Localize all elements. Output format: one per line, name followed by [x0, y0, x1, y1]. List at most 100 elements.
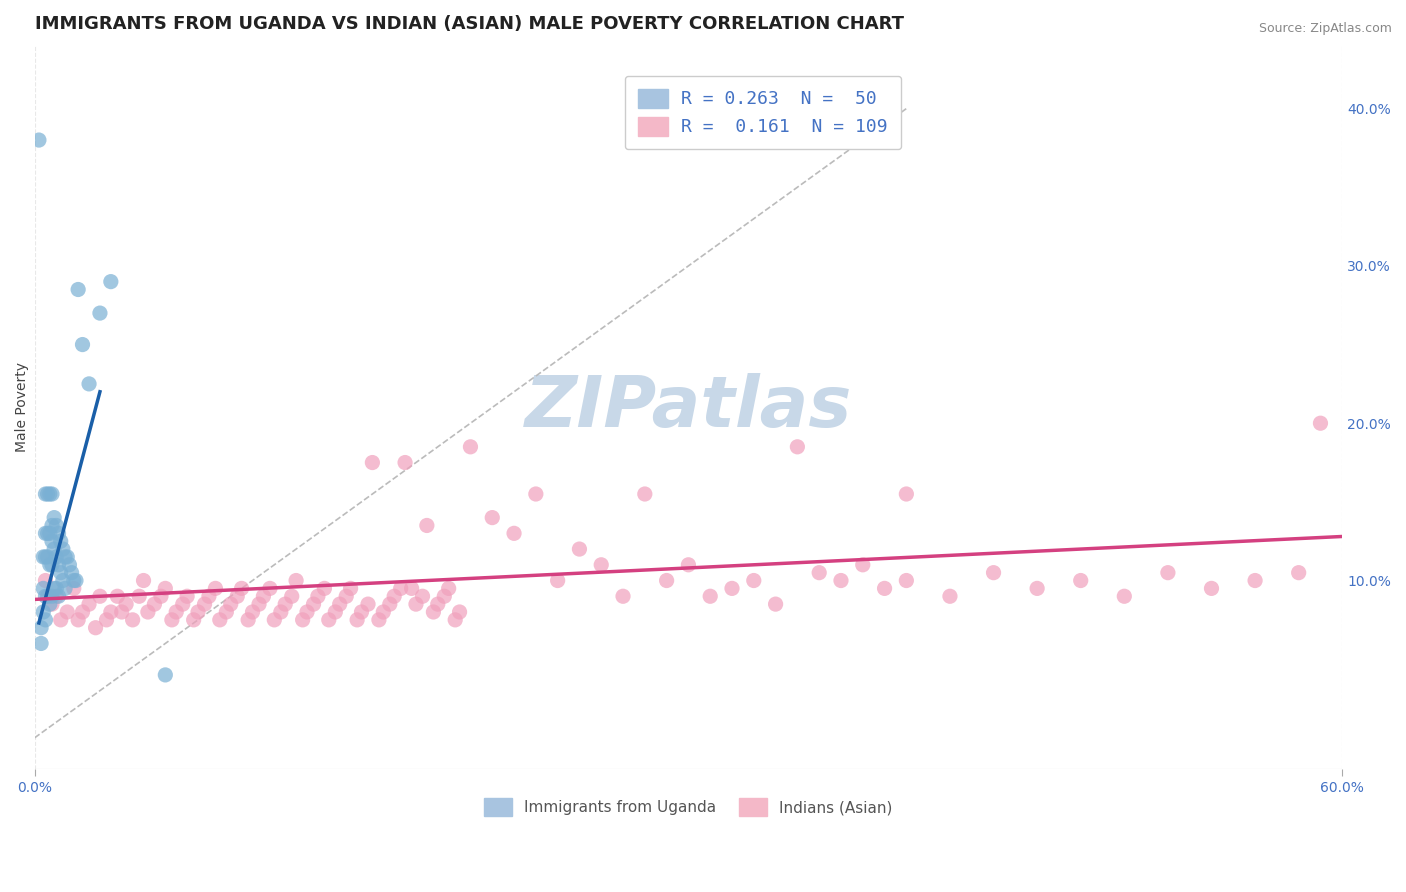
Point	[307, 589, 329, 603]
Point	[808, 566, 831, 580]
Point	[84, 621, 107, 635]
Point	[105, 589, 128, 603]
Point	[1157, 566, 1180, 580]
Point	[1114, 589, 1136, 603]
Point	[394, 456, 416, 470]
Point	[547, 574, 569, 588]
Point	[591, 558, 613, 572]
Point	[34, 526, 56, 541]
Point	[219, 597, 242, 611]
Point	[612, 589, 634, 603]
Point	[100, 275, 122, 289]
Point	[215, 605, 238, 619]
Point	[329, 597, 352, 611]
Point	[187, 605, 209, 619]
Point	[62, 582, 84, 596]
Point	[721, 582, 744, 596]
Point	[34, 574, 56, 588]
Point	[155, 582, 177, 596]
Point	[30, 621, 52, 635]
Point	[422, 605, 444, 619]
Point	[357, 597, 380, 611]
Point	[52, 574, 75, 588]
Point	[41, 518, 63, 533]
Point	[373, 605, 395, 619]
Point	[53, 582, 76, 596]
Point	[58, 558, 80, 572]
Point	[41, 558, 63, 572]
Text: Source: ZipAtlas.com: Source: ZipAtlas.com	[1258, 22, 1392, 36]
Point	[52, 542, 75, 557]
Point	[263, 613, 285, 627]
Point	[634, 487, 657, 501]
Point	[44, 510, 66, 524]
Point	[37, 589, 59, 603]
Point	[274, 597, 297, 611]
Point	[236, 613, 259, 627]
Point	[38, 597, 60, 611]
Point	[165, 605, 187, 619]
Point	[208, 613, 231, 627]
Point	[524, 487, 547, 501]
Point	[45, 518, 67, 533]
Point	[56, 605, 79, 619]
Point	[339, 582, 361, 596]
Point	[1288, 566, 1310, 580]
Point	[401, 582, 423, 596]
Point	[49, 566, 72, 580]
Point	[37, 487, 59, 501]
Point	[37, 549, 59, 564]
Point	[77, 597, 100, 611]
Point	[48, 558, 70, 572]
Point	[128, 589, 150, 603]
Point	[34, 487, 56, 501]
Point	[368, 613, 391, 627]
Point	[350, 605, 373, 619]
Point	[72, 337, 94, 351]
Point	[655, 574, 678, 588]
Point	[786, 440, 808, 454]
Point	[49, 534, 72, 549]
Point	[382, 589, 405, 603]
Point	[44, 582, 66, 596]
Point	[314, 582, 336, 596]
Point	[38, 558, 60, 572]
Point	[412, 589, 434, 603]
Point	[449, 605, 471, 619]
Point	[38, 526, 60, 541]
Point	[111, 605, 134, 619]
Point	[765, 597, 787, 611]
Point	[568, 542, 591, 557]
Point	[437, 582, 460, 596]
Point	[242, 605, 264, 619]
Point	[30, 636, 52, 650]
Point	[28, 133, 51, 147]
Point	[155, 668, 177, 682]
Point	[32, 605, 55, 619]
Point	[852, 558, 875, 572]
Point	[121, 613, 143, 627]
Point	[699, 589, 721, 603]
Point	[41, 589, 63, 603]
Text: IMMIGRANTS FROM UGANDA VS INDIAN (ASIAN) MALE POVERTY CORRELATION CHART: IMMIGRANTS FROM UGANDA VS INDIAN (ASIAN)…	[35, 15, 904, 33]
Point	[62, 574, 84, 588]
Point	[136, 605, 159, 619]
Text: ZIPatlas: ZIPatlas	[524, 373, 852, 442]
Point	[335, 589, 357, 603]
Point	[416, 518, 439, 533]
Point	[45, 582, 67, 596]
Point	[65, 574, 87, 588]
Point	[302, 597, 325, 611]
Point	[183, 613, 205, 627]
Point	[149, 589, 172, 603]
Point	[389, 582, 412, 596]
Point	[45, 549, 67, 564]
Point	[678, 558, 700, 572]
Point	[983, 566, 1005, 580]
Point	[226, 589, 249, 603]
Point	[32, 549, 55, 564]
Point	[44, 542, 66, 557]
Point	[896, 487, 918, 501]
Point	[231, 582, 253, 596]
Point	[481, 510, 503, 524]
